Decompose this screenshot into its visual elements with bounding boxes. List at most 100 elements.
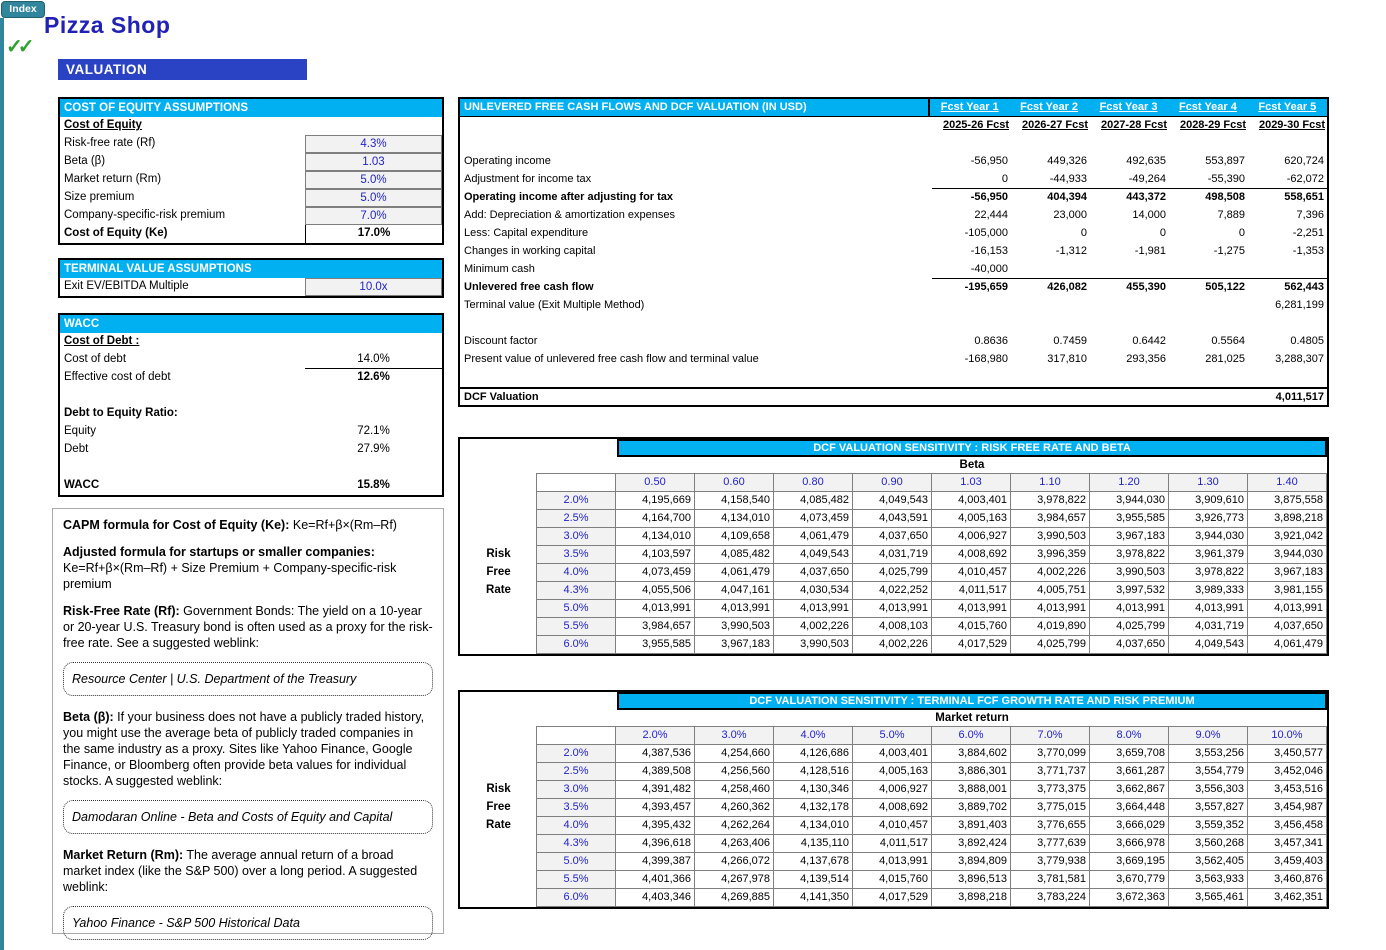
market-return-note-text: The average annual return of a broad mar… xyxy=(63,848,418,894)
market-return-note: Market Return (Rm): The average annual r… xyxy=(63,847,433,895)
depreciation-amortization-label: Add: Depreciation & amortization expense… xyxy=(464,209,675,221)
sens-cell-r5c2: 4,262,264 xyxy=(694,816,774,835)
sens-row-axis-word: Risk xyxy=(486,548,511,560)
sens-col-header-0.60[interactable]: 0.60 xyxy=(694,473,774,492)
risk-free-rate-label: Risk-free rate (Rf) xyxy=(64,137,156,149)
risk-free-rate-value[interactable]: 4.3% xyxy=(305,135,442,153)
sens-row-header-5.5%[interactable]: 5.5% xyxy=(536,870,616,889)
sens-cell-r9c3: 3,990,503 xyxy=(773,635,853,654)
sens-col-header-0.50[interactable]: 0.50 xyxy=(615,473,695,492)
sens-cell-r5c7: 3,990,503 xyxy=(1089,563,1169,582)
capm-notes-box: CAPM formula for Cost of Equity (Ke): Ke… xyxy=(52,508,444,940)
sens-row-header-4.0%[interactable]: 4.0% xyxy=(536,563,616,582)
present-value-ufcf-tv-y4: 281,025 xyxy=(1205,353,1245,365)
size-premium-value[interactable]: 5.0% xyxy=(305,189,442,207)
sens-row-header-2.5%[interactable]: 2.5% xyxy=(536,762,616,781)
sens-cell-r8c8: 4,031,719 xyxy=(1168,617,1248,636)
sens-cell-r9c2: 4,269,885 xyxy=(694,888,774,907)
sens-cell-r2c3: 4,128,516 xyxy=(773,762,853,781)
sens-col-header-6.0%[interactable]: 6.0% xyxy=(931,726,1011,745)
sens-cell-r1c6: 3,978,822 xyxy=(1010,491,1090,510)
sens-cell-r3c4: 4,037,650 xyxy=(852,527,932,546)
fcst-year-4-link[interactable]: Fcst Year 4 xyxy=(1178,101,1237,113)
sens-col-header-2.0%[interactable]: 2.0% xyxy=(615,726,695,745)
sens-col-header-1.40[interactable]: 1.40 xyxy=(1247,473,1327,492)
sens-col-header-8.0%[interactable]: 8.0% xyxy=(1089,726,1169,745)
sens-cell-r8c1: 4,401,366 xyxy=(615,870,695,889)
cost-of-debt-label: Cost of debt xyxy=(64,353,127,365)
effective-cost-of-debt-label: Effective cost of debt xyxy=(64,371,171,383)
sens-col-header-5.0%[interactable]: 5.0% xyxy=(852,726,932,745)
terminal-value-y2 xyxy=(1011,297,1090,315)
sens-row-3.5%: Free 3.5% 4,393,457 4,260,362 4,132,178 4,008… xyxy=(460,798,1327,817)
sens-row-header-5.0%[interactable]: 5.0% xyxy=(536,599,616,618)
sens-col-header-1.10[interactable]: 1.10 xyxy=(1010,473,1090,492)
sens-cell-r1c9: 3,450,577 xyxy=(1247,744,1327,763)
sens-row-header-3.0%[interactable]: 3.0% xyxy=(536,780,616,799)
sens-cell-r3c4: 4,006,927 xyxy=(852,780,932,799)
adjustment-for-income-tax-y2: -44,933 xyxy=(1011,171,1090,189)
sens-cell-r4c5: 3,889,702 xyxy=(931,798,1011,817)
sens-row-axis-word xyxy=(460,492,537,510)
sens-row-header-2.0%[interactable]: 2.0% xyxy=(536,744,616,763)
sens-cell-r7c3: 4,137,678 xyxy=(773,852,853,871)
sens-cell-r4c1: 4,393,457 xyxy=(615,798,695,817)
sens-col-header-10.0%[interactable]: 10.0% xyxy=(1247,726,1327,745)
dcf-blank-top-y3 xyxy=(1090,135,1169,153)
fcst-year-1-link[interactable]: Fcst Year 1 xyxy=(940,101,999,113)
sens-row-header-6.0%[interactable]: 6.0% xyxy=(536,635,616,654)
unlevered-free-cash-flow-y5: 562,443 xyxy=(1284,281,1324,293)
sens-col-header-9.0%[interactable]: 9.0% xyxy=(1168,726,1248,745)
sens-row-4.3%: 4.3% 4,396,618 4,263,406 4,135,110 4,011,517… xyxy=(460,834,1327,853)
sens-cell-r4c2: 4,260,362 xyxy=(694,798,774,817)
index-button[interactable]: Index xyxy=(1,1,45,18)
sens-row-header-3.5%[interactable]: 3.5% xyxy=(536,798,616,817)
sens-row-header-4.3%[interactable]: 4.3% xyxy=(536,834,616,853)
sens-row-header-5.0%[interactable]: 5.0% xyxy=(536,852,616,871)
sens-cell-r1c9: 3,875,558 xyxy=(1247,491,1327,510)
sens-row-header-2.5%[interactable]: 2.5% xyxy=(536,509,616,528)
sens-row-3.0%: Risk 3.0% 4,391,482 4,258,460 4,130,346 4,006… xyxy=(460,780,1327,799)
sens-cell-r7c5: 3,894,809 xyxy=(931,852,1011,871)
sens-cell-r8c6: 4,019,890 xyxy=(1010,617,1090,636)
sens-row-header-2.0%[interactable]: 2.0% xyxy=(536,491,616,510)
sens-col-header-1.30[interactable]: 1.30 xyxy=(1168,473,1248,492)
company-specific-risk-premium-value[interactable]: 7.0% xyxy=(305,207,442,225)
risk-free-rate-note: Risk-Free Rate (Rf): Government Bonds: T… xyxy=(63,603,433,651)
sens-cell-r5c4: 4,025,799 xyxy=(852,563,932,582)
sens-col-header-4.0%[interactable]: 4.0% xyxy=(773,726,853,745)
sens-col-header-1.20[interactable]: 1.20 xyxy=(1089,473,1169,492)
sens-cell-r7c6: 4,013,991 xyxy=(1010,599,1090,618)
market-return-value[interactable]: 5.0% xyxy=(305,171,442,189)
sens-row-header-6.0%[interactable]: 6.0% xyxy=(536,888,616,907)
treasury-weblink[interactable]: Resource Center | U.S. Department of the… xyxy=(63,662,433,696)
sens-cell-r1c3: 4,085,482 xyxy=(773,491,853,510)
sens-cell-r5c1: 4,073,459 xyxy=(615,563,695,582)
fcst-year-2-link[interactable]: Fcst Year 2 xyxy=(1020,101,1079,113)
dcf-valuation-total-label: DCF Valuation xyxy=(464,391,539,403)
size-premium-label: Size premium xyxy=(64,191,135,203)
sens-col-header-1.03[interactable]: 1.03 xyxy=(931,473,1011,492)
fcst-year-3-link[interactable]: Fcst Year 3 xyxy=(1099,101,1158,113)
exit-ev-ebitda-multiple-value[interactable]: 10.0x xyxy=(305,278,442,296)
damodaran-weblink[interactable]: Damodaran Online - Beta and Costs of Equ… xyxy=(63,800,433,834)
sens-row-header-3.5%[interactable]: 3.5% xyxy=(536,545,616,564)
sens-col-header-0.90[interactable]: 0.90 xyxy=(852,473,932,492)
discount-factor: Discount factor 0.8636 0.7459 0.6442 0.5564 0… xyxy=(460,333,1327,351)
sens-col-header-0.80[interactable]: 0.80 xyxy=(773,473,853,492)
sens-row-header-3.0%[interactable]: 3.0% xyxy=(536,527,616,546)
depreciation-amortization-y3: 14,000 xyxy=(1132,209,1166,221)
adjusted-formula-text: Ke=Rf+β×(Rm–Rf) + Size Premium + Company… xyxy=(63,561,397,591)
changes-in-working-capital-y2: -1,312 xyxy=(1055,245,1087,257)
sens-col-header-3.0%[interactable]: 3.0% xyxy=(694,726,774,745)
sens-cell-r3c3: 4,061,479 xyxy=(773,527,853,546)
fcst-year-5-link[interactable]: Fcst Year 5 xyxy=(1258,101,1317,113)
sens-col-header-7.0%[interactable]: 7.0% xyxy=(1010,726,1090,745)
sens-row-header-5.5%[interactable]: 5.5% xyxy=(536,617,616,636)
wacc-total-row: WACC 15.8% xyxy=(60,477,442,495)
sp500-weblink[interactable]: Yahoo Finance - S&P 500 Historical Data xyxy=(63,906,433,940)
beta-value[interactable]: 1.03 xyxy=(305,153,442,171)
sens-row-header-4.3%[interactable]: 4.3% xyxy=(536,581,616,600)
dcf-valuation-total-value: 4,011,517 xyxy=(1275,391,1324,403)
sens-row-header-4.0%[interactable]: 4.0% xyxy=(536,816,616,835)
